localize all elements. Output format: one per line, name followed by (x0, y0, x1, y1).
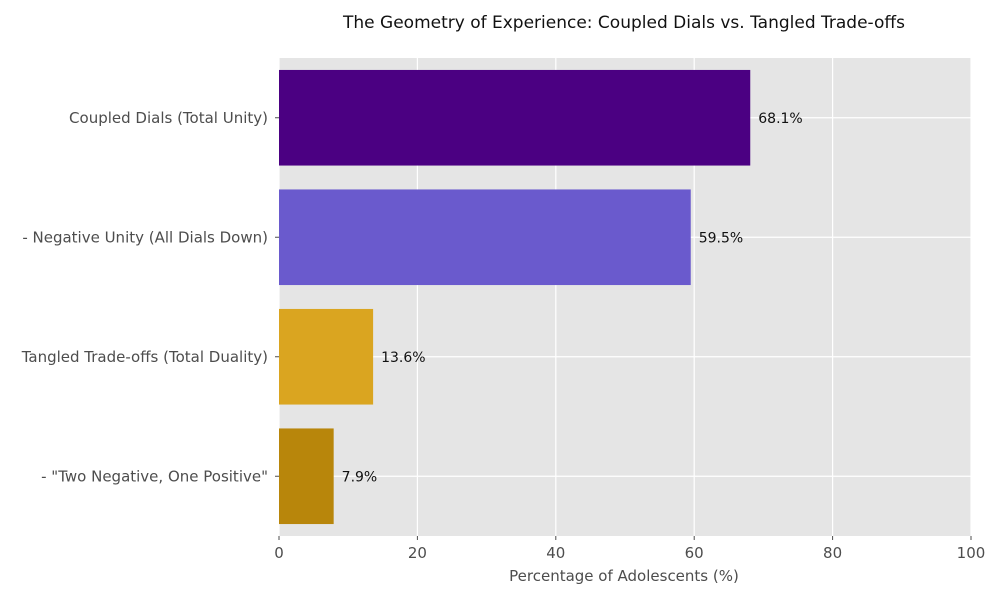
x-tick-label: 60 (685, 544, 704, 562)
x-tick-labels: 0 20 40 60 80 100 (274, 544, 985, 562)
x-axis-label: Percentage of Adolescents (%) (509, 567, 739, 585)
data-labels: 68.1% 59.5% 13.6% 7.9% (342, 111, 803, 486)
bar-value-label: 13.6% (381, 350, 425, 366)
bar (279, 428, 334, 525)
category-labels: Coupled Dials (Total Unity) - Negative Un… (21, 109, 268, 486)
bar (279, 69, 751, 166)
category-label: - "Two Negative, One Positive" (41, 467, 268, 485)
bar (279, 189, 691, 286)
x-tick-label: 20 (408, 544, 427, 562)
bar-value-label: 59.5% (699, 230, 743, 246)
bar-value-label: 68.1% (758, 111, 802, 127)
x-tick-label: 40 (546, 544, 565, 562)
bars (279, 69, 751, 525)
bar-value-label: 7.9% (342, 469, 378, 485)
category-label: Tangled Trade-offs (Total Duality) (21, 348, 268, 366)
bar (279, 308, 374, 405)
chart-title: The Geometry of Experience: Coupled Dial… (342, 13, 905, 33)
category-label: Coupled Dials (Total Unity) (69, 109, 268, 127)
x-tick-label: 80 (823, 544, 842, 562)
x-tick-label: 100 (957, 544, 986, 562)
x-tick-label: 0 (274, 544, 284, 562)
category-label: - Negative Unity (All Dials Down) (22, 228, 268, 246)
